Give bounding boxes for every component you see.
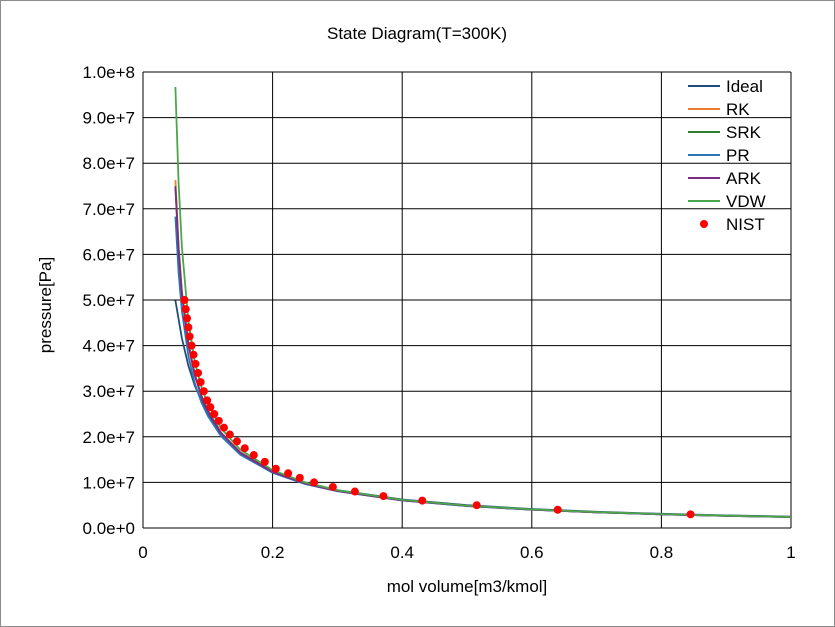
legend: Ideal RK SRK PR ARK VDW NIST [688,77,766,234]
data-point-nist [206,403,215,412]
data-point-nist [472,501,481,510]
y-tick-label: 2.0e+7 [83,428,135,447]
x-axis-label: mol volume[m3/kmol] [387,577,548,596]
data-point-nist [187,341,196,350]
y-tick-label: 9.0e+7 [83,109,135,128]
y-tick-label: 5.0e+7 [83,291,135,310]
data-point-nist [210,410,219,418]
data-point-nist [310,478,319,487]
legend-label-nist: NIST [726,215,765,234]
x-tick-label: 0.4 [390,543,414,562]
grid-lines [143,71,792,528]
data-point-nist [191,359,200,368]
y-tick-label: 6.0e+7 [83,245,135,264]
data-point-nist [232,437,241,446]
data-point-nist [184,323,193,332]
x-tick-label: 0 [138,543,147,562]
legend-label-srk: SRK [726,123,762,142]
legend-label-pr: PR [726,146,750,165]
data-point-nist [379,492,388,501]
nist-points [180,296,695,519]
data-point-nist [189,350,198,359]
data-point-nist [249,451,258,460]
data-point-nist [183,314,192,323]
y-axis-tick-labels: 0.0e+0 1.0e+7 2.0e+7 3.0e+7 4.0e+7 5.0e+7 6.0e… [83,63,135,538]
x-tick-label: 0.2 [261,543,285,562]
y-tick-label: 4.0e+7 [83,337,135,356]
data-point-nist [194,368,203,377]
data-point-nist [418,496,427,505]
y-tick-label: 8.0e+7 [83,154,135,173]
x-axis-tick-labels: 0 0.2 0.4 0.6 0.8 1 [138,543,795,562]
data-point-nist [199,387,208,396]
data-point-nist [328,482,337,491]
y-tick-label: 1.0e+8 [83,63,135,82]
data-point-nist [196,378,205,387]
chart-title: State Diagram(T=300K) [327,24,507,43]
x-tick-label: 1 [786,543,795,562]
data-point-nist [181,305,190,314]
data-point-nist [686,510,695,519]
y-tick-label: 0.0e+0 [83,519,135,538]
x-tick-label: 0.6 [520,543,544,562]
legend-label-rk: RK [726,100,750,119]
data-point-nist [203,396,212,405]
y-tick-label: 1.0e+7 [83,473,135,492]
y-axis-label: pressure[Pa] [36,257,55,353]
data-point-nist [295,473,304,482]
data-point-nist [240,444,249,453]
legend-label-vdw: VDW [726,192,766,211]
legend-swatch-nist [700,220,708,228]
y-tick-label: 3.0e+7 [83,382,135,401]
data-point-nist [214,416,223,425]
data-point-nist [180,296,189,304]
x-tick-label: 0.8 [650,543,674,562]
y-tick-label: 7.0e+7 [83,200,135,219]
data-point-nist [220,423,228,432]
data-point-nist [271,464,280,473]
data-point-nist [185,332,194,341]
data-point-nist [350,487,359,496]
legend-label-ark: ARK [726,169,762,188]
data-point-nist [225,430,234,439]
data-point-nist [260,457,269,466]
legend-label-ideal: Ideal [726,77,763,96]
data-point-nist [284,469,293,478]
data-point-nist [553,505,562,514]
